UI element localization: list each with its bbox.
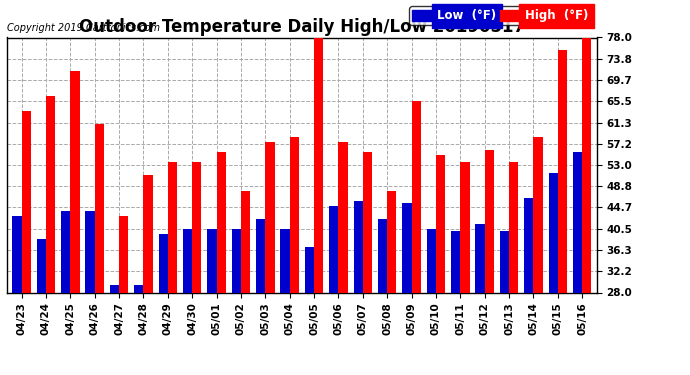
Bar <box>46 96 55 292</box>
Bar <box>232 229 241 292</box>
Bar <box>280 229 290 292</box>
Bar <box>329 206 338 292</box>
Text: Copyright 2019 Cartronics.com: Copyright 2019 Cartronics.com <box>7 24 160 33</box>
Bar <box>524 198 533 292</box>
Bar <box>61 211 70 292</box>
Bar <box>168 162 177 292</box>
Bar <box>207 229 217 292</box>
Bar <box>266 142 275 292</box>
Bar <box>217 152 226 292</box>
Bar <box>241 190 250 292</box>
Bar <box>411 101 421 292</box>
Bar <box>500 231 509 292</box>
Bar <box>290 137 299 292</box>
Bar <box>119 216 128 292</box>
Bar <box>353 201 363 292</box>
Legend: Low  (°F), High  (°F): Low (°F), High (°F) <box>409 6 591 26</box>
Bar <box>12 216 21 292</box>
Bar <box>582 38 591 292</box>
Bar <box>387 190 397 292</box>
Bar <box>183 229 193 292</box>
Title: Outdoor Temperature Daily High/Low 20190517: Outdoor Temperature Daily High/Low 20190… <box>79 18 525 36</box>
Bar <box>338 142 348 292</box>
Bar <box>558 50 567 292</box>
Bar <box>436 155 445 292</box>
Bar <box>314 38 324 292</box>
Bar <box>110 285 119 292</box>
Bar <box>256 219 266 292</box>
Bar <box>402 203 411 292</box>
Bar <box>484 150 494 292</box>
Bar <box>95 124 104 292</box>
Bar <box>134 285 144 292</box>
Bar <box>533 137 543 292</box>
Bar <box>451 231 460 292</box>
Bar <box>549 172 558 292</box>
Bar <box>37 239 46 292</box>
Bar <box>159 234 168 292</box>
Bar <box>509 162 518 292</box>
Bar <box>70 70 79 292</box>
Bar <box>305 247 314 292</box>
Bar <box>21 111 31 292</box>
Bar <box>193 162 201 292</box>
Bar <box>475 224 484 292</box>
Bar <box>426 229 436 292</box>
Bar <box>378 219 387 292</box>
Bar <box>144 175 152 292</box>
Bar <box>86 211 95 292</box>
Bar <box>363 152 372 292</box>
Bar <box>573 152 582 292</box>
Bar <box>460 162 470 292</box>
